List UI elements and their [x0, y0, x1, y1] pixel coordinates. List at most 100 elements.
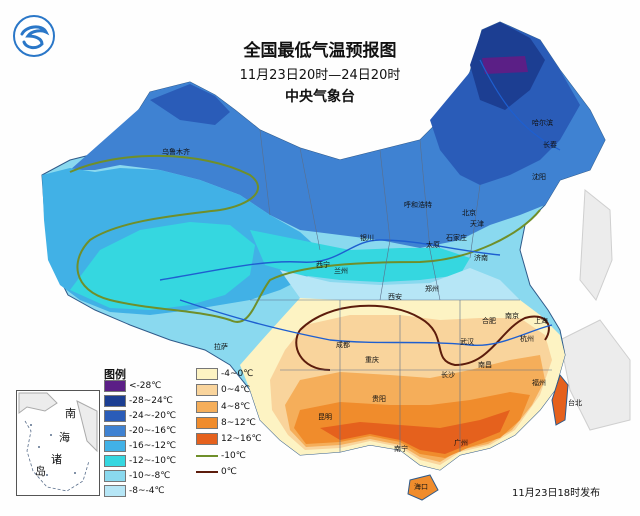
legend-title: 图例 — [104, 368, 126, 381]
city-label: 哈尔滨 — [532, 119, 553, 127]
city-label: 北京 — [462, 209, 476, 217]
inset-label: 诸 — [51, 453, 62, 466]
city-label: 西安 — [388, 293, 402, 301]
city-label: 成都 — [336, 341, 350, 349]
city-label: 武汉 — [460, 338, 474, 346]
legend-label: -12~-10℃ — [129, 456, 177, 466]
city-label: 天津 — [470, 220, 484, 228]
zone-12-16 — [320, 410, 510, 454]
city-label: 太原 — [426, 241, 440, 249]
legend-item: -8~-4℃ — [104, 485, 165, 497]
legend-item: -10~-8℃ — [104, 470, 170, 482]
legend-label: 8~12℃ — [221, 417, 256, 428]
legend-item: 4~8℃ — [196, 400, 251, 413]
legend-color-swatch — [104, 440, 126, 452]
legend-label: -28~24℃ — [129, 396, 173, 406]
south-china-sea-inset: 南 海 诸 岛 — [16, 390, 100, 496]
legend-label: -8~-4℃ — [129, 486, 165, 496]
zone-below-minus28 — [482, 56, 528, 74]
release-time: 11月23日18时发布 — [512, 488, 601, 499]
cma-logo-icon — [13, 15, 55, 57]
yangtze-river — [179, 299, 553, 347]
city-label: 银川 — [360, 234, 374, 242]
yellow-river — [159, 239, 501, 281]
map-title: 全国最低气温预报图 — [243, 41, 397, 61]
city-label: 呼和浩特 — [404, 201, 432, 209]
legend-label: -4~0℃ — [221, 369, 254, 379]
zone-tibet-cold — [70, 222, 255, 310]
legend-color-swatch — [104, 425, 126, 437]
legend-label: -20~-16℃ — [129, 426, 177, 436]
legend-item: -16~-12℃ — [104, 440, 176, 452]
inset-map — [18, 392, 98, 492]
city-label: 上海 — [534, 317, 548, 325]
city-label: 南京 — [505, 312, 519, 320]
isotherm-0-west — [295, 329, 331, 371]
legend-label: 12~16℃ — [221, 434, 262, 445]
legend-color-swatch — [104, 380, 126, 392]
isotherm-minus10 — [69, 154, 541, 323]
legend-label: -10~-8℃ — [129, 471, 171, 481]
neighbor-land — [559, 319, 631, 431]
city-label: 昆明 — [318, 413, 332, 421]
agency-name: 中央气象台 — [285, 89, 355, 105]
legend-label: 0~4℃ — [221, 385, 251, 396]
legend-item: 0℃ — [196, 466, 237, 478]
inset-label: 海 — [59, 431, 70, 444]
legend-label: -16~-12℃ — [129, 441, 177, 451]
legend-item: -24~-20℃ — [104, 410, 176, 422]
city-label: 济南 — [474, 254, 488, 262]
legend-label: -10℃ — [221, 450, 246, 461]
legend-color-swatch — [196, 384, 218, 397]
legend-color-swatch — [104, 395, 126, 407]
city-label: 长春 — [543, 141, 557, 149]
city-label: 兰州 — [334, 267, 348, 275]
northeast-river — [479, 59, 561, 151]
legend-color-swatch — [104, 455, 126, 467]
province-borders — [250, 129, 552, 452]
taiwan-island — [551, 373, 569, 426]
city-label: 台北 — [568, 399, 582, 407]
city-label: 贵阳 — [372, 395, 386, 403]
legend-line-swatch — [196, 454, 218, 457]
isotherm-0 — [299, 304, 550, 367]
inset-label: 南 — [65, 407, 76, 420]
korea-peninsula — [579, 189, 613, 301]
legend-item: -12~-10℃ — [104, 455, 176, 467]
legend-label: <-28℃ — [129, 381, 162, 391]
city-label: 郑州 — [425, 285, 439, 293]
city-label: 沈阳 — [532, 173, 546, 181]
city-label: 重庆 — [365, 356, 379, 364]
city-label: 拉萨 — [214, 343, 228, 351]
legend-label: 4~8℃ — [221, 401, 251, 412]
legend-item: <-28℃ — [104, 380, 161, 392]
legend-color-swatch — [196, 400, 218, 413]
zone-minus8-4 — [280, 268, 520, 300]
city-label: 南昌 — [478, 361, 492, 369]
legend-item: -20~-16℃ — [104, 425, 176, 437]
hainan-island — [407, 474, 439, 501]
legend-color-swatch — [196, 433, 218, 446]
city-label: 石家庄 — [446, 234, 467, 242]
legend-color-swatch — [196, 368, 218, 380]
city-label: 南宁 — [394, 445, 408, 453]
legend-item: 12~16℃ — [196, 433, 262, 446]
inset-label: 岛 — [35, 465, 46, 478]
legend-item: 8~12℃ — [196, 416, 256, 429]
zone-altai — [150, 84, 230, 125]
city-label: 西宁 — [316, 261, 330, 269]
city-label: 长沙 — [441, 371, 455, 379]
forecast-period: 11月23日20时—24日20时 — [239, 68, 401, 83]
city-label: 杭州 — [520, 335, 534, 343]
city-label: 福州 — [532, 379, 546, 387]
city-label: 海口 — [414, 483, 428, 491]
legend-item: -28~24℃ — [104, 395, 173, 407]
legend-color-swatch — [196, 416, 218, 429]
city-label: 乌鲁木齐 — [162, 148, 190, 156]
legend-color-swatch — [104, 410, 126, 422]
legend-item: -10℃ — [196, 450, 246, 462]
legend-color-swatch — [104, 470, 126, 482]
legend-line-swatch — [196, 470, 218, 473]
legend-color-swatch — [104, 485, 126, 497]
